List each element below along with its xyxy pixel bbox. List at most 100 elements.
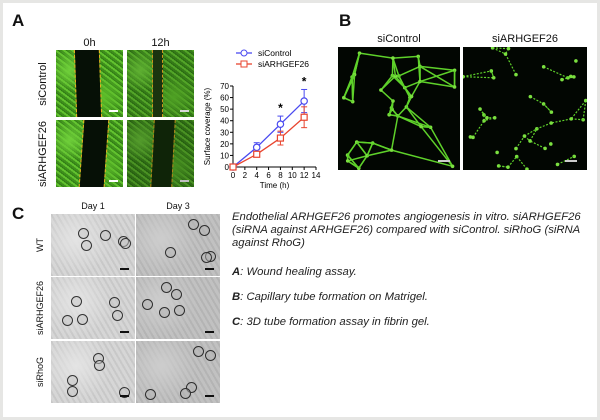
tube-segment	[463, 70, 492, 78]
tube-segment	[507, 156, 518, 168]
tube-node	[496, 164, 501, 168]
tube-segment	[388, 100, 394, 115]
legend-marker	[240, 60, 248, 68]
tube-node	[549, 121, 553, 125]
caption-key: B	[232, 291, 241, 303]
tube-node	[528, 139, 532, 143]
tube-segment	[372, 142, 392, 151]
tube-segment	[394, 75, 406, 89]
tube-segment	[557, 155, 575, 165]
column-label-sicontrol: siControl	[377, 33, 421, 45]
wound-image-sicontrol-12h	[127, 50, 194, 117]
tube-node	[555, 162, 560, 167]
tube-node	[391, 99, 395, 103]
data-point	[229, 163, 237, 171]
bead	[164, 247, 176, 259]
series-line-siARHGEF26	[232, 116, 305, 168]
tube-segment	[530, 96, 544, 105]
tube-segment	[405, 106, 432, 128]
tube-segment	[516, 156, 528, 170]
bead	[170, 288, 182, 300]
tube-node	[583, 98, 587, 103]
tube-node	[485, 115, 489, 120]
tube-segment	[356, 141, 368, 157]
tube-node	[463, 74, 465, 79]
y-tick-label: 30	[220, 128, 229, 137]
bead	[201, 251, 213, 263]
caption-text: : Wound healing assay.	[240, 266, 357, 278]
tube-node	[468, 135, 473, 139]
tube-node	[450, 164, 455, 169]
tube-segment	[404, 87, 413, 97]
tube-segment	[398, 65, 421, 77]
tube-segment	[543, 103, 552, 113]
tube-node	[541, 102, 546, 106]
data-point	[276, 134, 285, 142]
tube-segment	[392, 55, 419, 59]
tube-segment	[404, 80, 421, 89]
tube-node	[574, 59, 578, 63]
tube-node	[452, 85, 457, 89]
tube-segment	[472, 120, 485, 138]
bead	[144, 388, 156, 400]
tube-node	[506, 47, 511, 51]
panel-c-label: C	[12, 204, 25, 223]
tube-formation-image-sicontrol	[338, 47, 460, 170]
caption-text: : Capillary tube formation on Matrigel.	[240, 291, 428, 303]
caption-item-a: A: Wound healing assay.	[232, 266, 357, 279]
tube-node	[389, 148, 394, 152]
tube-segment	[391, 149, 453, 168]
tube-segment	[397, 115, 422, 128]
tube-formation-image-siarhgef26	[463, 47, 587, 170]
tube-segment	[366, 142, 374, 157]
bead	[77, 227, 89, 239]
y-tick-label: 20	[220, 140, 229, 149]
y-tick-label: 70	[220, 82, 229, 91]
tube-node	[478, 107, 482, 111]
tube-node	[522, 134, 527, 138]
bead-image-wt-day3	[136, 214, 220, 276]
y-tick-label: 50	[220, 105, 229, 114]
tube-segment	[570, 100, 587, 120]
tube-segment	[492, 47, 509, 50]
tube-segment	[419, 65, 455, 88]
tube-segment	[492, 47, 506, 55]
y-tick-label: 40	[220, 117, 229, 126]
tube-segment	[463, 76, 494, 79]
tube-segment	[405, 96, 413, 108]
x-tick-label: 6	[266, 171, 271, 180]
bead	[118, 386, 130, 398]
tube-segment	[524, 128, 538, 137]
bead	[120, 237, 132, 249]
tube-segment	[356, 141, 373, 144]
caption-key: A	[232, 266, 241, 278]
column-label-0h: 0h	[83, 37, 96, 49]
x-tick-label: 12	[300, 171, 309, 180]
y-tick-label: 10	[220, 151, 229, 160]
bead	[109, 296, 121, 308]
tube-segment	[429, 126, 454, 167]
tube-node	[572, 154, 576, 159]
row-label-sirhog: siRhoG	[35, 357, 45, 388]
tube-node	[503, 52, 508, 56]
tube-node	[514, 72, 518, 77]
scale-bar	[205, 331, 214, 333]
scale-bar	[120, 331, 129, 333]
y-tick-label: 60	[220, 94, 229, 103]
x-tick-label: 10	[288, 171, 297, 180]
column-label-12h: 12h	[151, 37, 170, 49]
tube-segment	[515, 135, 525, 149]
data-point	[276, 120, 285, 128]
data-point	[300, 97, 308, 105]
significance-marker: *	[278, 101, 283, 115]
bead	[70, 295, 82, 307]
caption-item-c: C: 3D tube formation assay in fibrin gel…	[232, 316, 430, 329]
bead	[76, 314, 88, 326]
tube-segment	[410, 81, 421, 97]
bead	[141, 298, 153, 310]
figure: A 0h 12h siControl siARHGEF26 0 2 4 6 8 10 12 1…	[3, 3, 597, 417]
bead	[179, 388, 191, 400]
tube-node	[560, 77, 564, 82]
tube-segment	[529, 128, 538, 142]
